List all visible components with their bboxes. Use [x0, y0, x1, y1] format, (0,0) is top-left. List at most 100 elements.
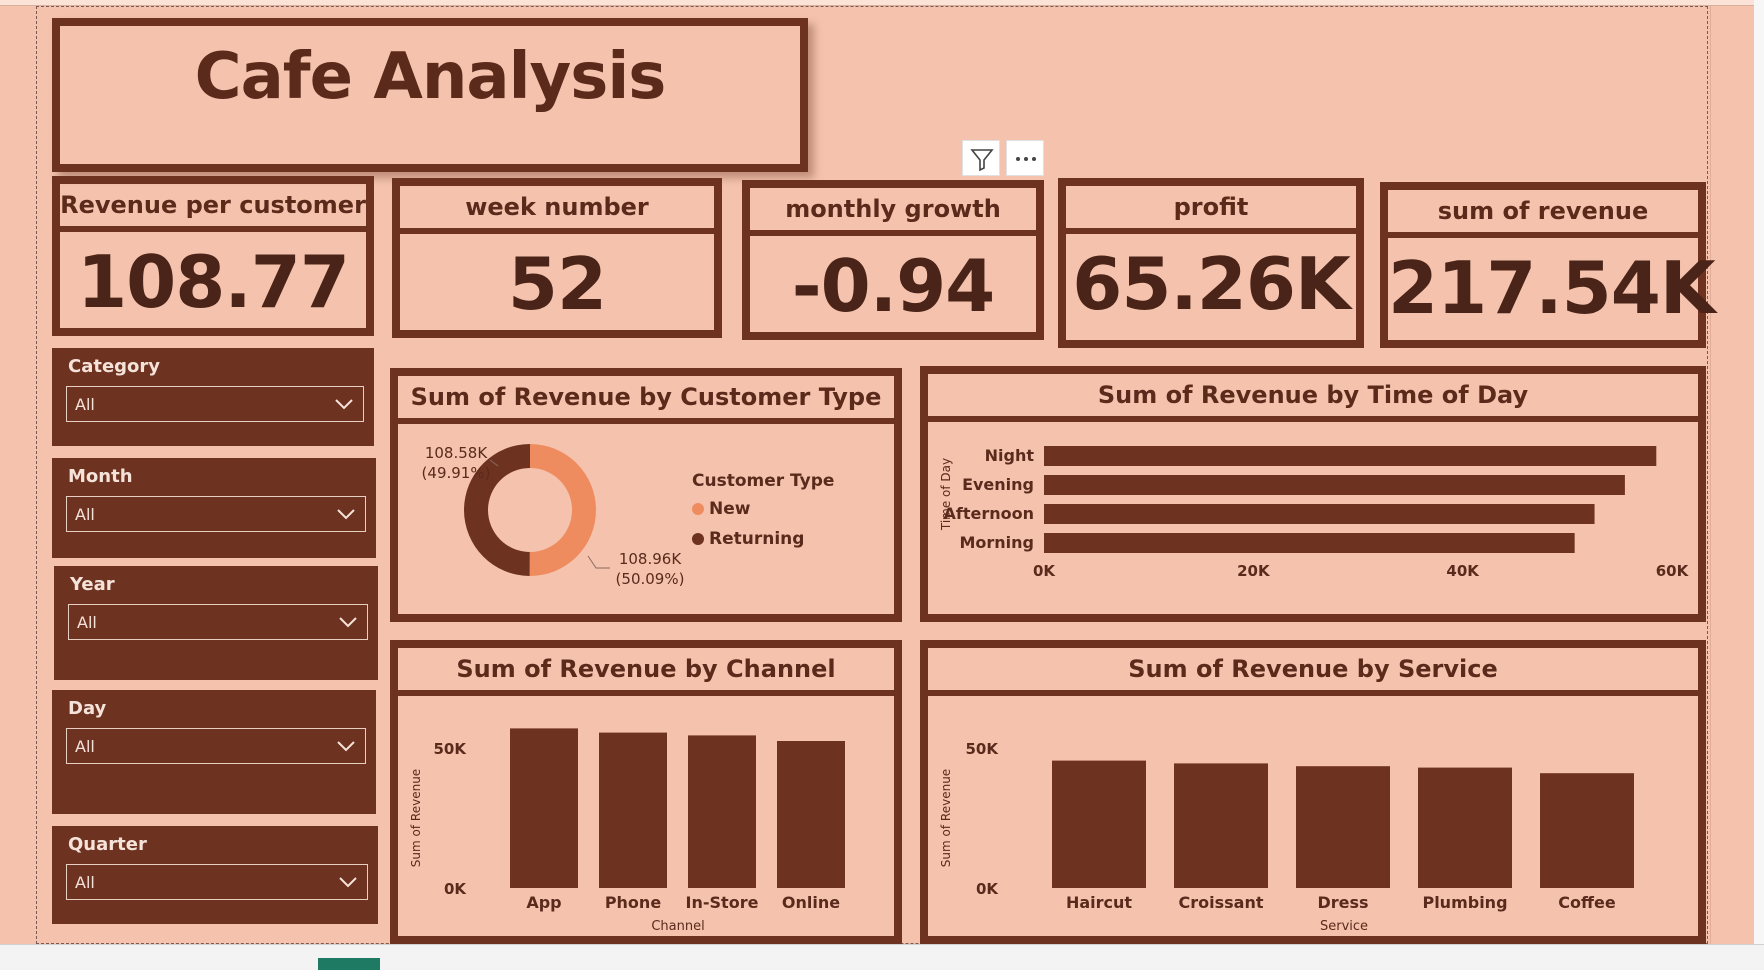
chart-title: Sum of Revenue by Time of Day: [928, 374, 1698, 422]
chevron-down-icon: [339, 617, 357, 628]
kpi-label: Revenue per customer: [60, 184, 366, 232]
slicer-month: Month All: [52, 458, 376, 558]
dropdown-value: All: [77, 613, 97, 632]
day-dropdown[interactable]: All: [66, 728, 366, 764]
slicer-year: Year All: [54, 566, 378, 680]
kpi-monthly-growth: monthly growth -0.94: [742, 180, 1044, 340]
chevron-down-icon: [335, 399, 353, 410]
data-label: (50.09%): [616, 570, 685, 588]
scrollbar-strip[interactable]: [1754, 0, 1764, 970]
kpi-value: 65.26K: [1072, 242, 1351, 326]
chart-revenue-by-service: Sum of Revenue by Service Haircut Croissa…: [920, 640, 1706, 944]
bar-in-store[interactable]: [688, 735, 756, 888]
slicer-label: Quarter: [68, 834, 147, 855]
y-axis-label: Time of Day: [939, 458, 953, 531]
kpi-value: 52: [507, 242, 607, 326]
month-dropdown[interactable]: All: [66, 496, 366, 532]
chart-title: Sum of Revenue by Customer Type: [398, 376, 894, 424]
chart-revenue-by-customer-type: Sum of Revenue by Customer Type 108.96K (…: [390, 368, 902, 622]
quarter-dropdown[interactable]: All: [66, 864, 368, 900]
kpi-sum-of-revenue: sum of revenue 217.54K: [1380, 182, 1716, 348]
category-label: Morning: [959, 533, 1034, 552]
dropdown-value: All: [75, 505, 95, 524]
slicer-label: Year: [70, 574, 115, 595]
category-label: Phone: [605, 893, 662, 912]
category-dropdown[interactable]: All: [66, 386, 364, 422]
legend-title: Customer Type: [692, 471, 834, 491]
kpi-label: profit: [1066, 186, 1356, 234]
y-tick-label: 0K: [444, 880, 467, 898]
kpi-week-number: week number 52: [392, 178, 722, 338]
y-tick-label: 50K: [434, 740, 468, 758]
y-tick-label: 50K: [966, 740, 1000, 758]
x-tick-label: 40K: [1446, 562, 1480, 580]
bar-phone[interactable]: [599, 732, 667, 888]
bar-night[interactable]: [1044, 446, 1657, 466]
bar-morning[interactable]: [1044, 533, 1575, 553]
donut-chart: 108.96K (50.09%) 108.58K (49.91%) Customer T…: [422, 444, 834, 588]
category-label: In-Store: [686, 893, 759, 912]
right-panel-strip: [1710, 6, 1754, 944]
bar-coffee[interactable]: [1540, 773, 1634, 888]
legend-marker: [692, 533, 704, 545]
chart-title: Sum of Revenue by Service: [928, 648, 1698, 696]
year-dropdown[interactable]: All: [68, 604, 368, 640]
top-edge: [0, 0, 1764, 6]
chevron-down-icon: [339, 877, 357, 888]
legend-item-returning[interactable]: Returning: [709, 529, 804, 549]
slicer-quarter: Quarter All: [52, 826, 378, 924]
x-axis-label: Service: [1320, 919, 1368, 934]
slicer-label: Day: [68, 698, 107, 719]
category-label: Night: [985, 446, 1035, 465]
dropdown-value: All: [75, 395, 95, 414]
dropdown-value: All: [75, 737, 95, 756]
legend-item-new[interactable]: New: [709, 499, 751, 519]
x-axis-label: Channel: [651, 919, 704, 934]
chevron-down-icon: [337, 741, 355, 752]
hbar-chart: Night Evening Afternoon Morning 0K 20K 40K 60K T…: [939, 446, 1690, 580]
slicer-category: Category All: [52, 348, 374, 446]
x-tick-label: 20K: [1237, 562, 1271, 580]
y-tick-label: 0K: [976, 880, 999, 898]
bar-afternoon[interactable]: [1044, 504, 1595, 524]
y-axis-label: Sum of Revenue: [409, 769, 423, 867]
x-tick-label: 0K: [1033, 562, 1056, 580]
filter-icon[interactable]: [962, 140, 1000, 176]
bar-app[interactable]: [510, 728, 578, 888]
service-bar-chart: Haircut Croissant Dress Plumbing Coffee 0K 50K…: [939, 740, 1634, 934]
slicer-day: Day All: [52, 690, 376, 814]
kpi-value: 217.54K: [1388, 246, 1716, 330]
category-label: Plumbing: [1422, 893, 1507, 912]
kpi-value: 108.77: [77, 240, 350, 324]
kpi-revenue-per-customer: Revenue per customer 108.77: [52, 176, 374, 336]
bar-online[interactable]: [777, 741, 845, 888]
category-label: Haircut: [1066, 893, 1132, 912]
kpi-label: week number: [400, 186, 714, 234]
more-options-icon[interactable]: [1006, 140, 1044, 176]
bar-plumbing[interactable]: [1418, 767, 1512, 888]
kpi-label: monthly growth: [750, 188, 1036, 236]
category-label: Dress: [1317, 893, 1368, 912]
category-label: Evening: [962, 475, 1034, 494]
donut-slice-new[interactable]: [529, 444, 596, 576]
bar-evening[interactable]: [1044, 475, 1625, 495]
category-label: Croissant: [1179, 893, 1264, 912]
slicer-label: Category: [68, 356, 161, 377]
legend-marker: [692, 503, 704, 515]
x-tick-label: 60K: [1656, 562, 1690, 580]
donut-slice-returning[interactable]: [463, 444, 530, 576]
leader-line: [587, 555, 610, 569]
kpi-profit: profit 65.26K: [1058, 178, 1364, 348]
bar-haircut[interactable]: [1052, 760, 1146, 888]
chevron-down-icon: [337, 509, 355, 520]
page-tab-bar: [0, 944, 1764, 970]
data-label: (49.91%): [422, 464, 491, 482]
bar-dress[interactable]: [1296, 766, 1390, 888]
page-tab-active[interactable]: [318, 958, 380, 970]
bar-croissant[interactable]: [1174, 763, 1268, 888]
category-label: App: [526, 893, 561, 912]
chart-revenue-by-channel: Sum of Revenue by Channel App Phone In-Sto…: [390, 640, 902, 944]
chart-revenue-by-time-of-day: Sum of Revenue by Time of Day Night Eveni…: [920, 366, 1706, 622]
leader-line: [489, 459, 499, 467]
chart-title: Sum of Revenue by Channel: [398, 648, 894, 696]
